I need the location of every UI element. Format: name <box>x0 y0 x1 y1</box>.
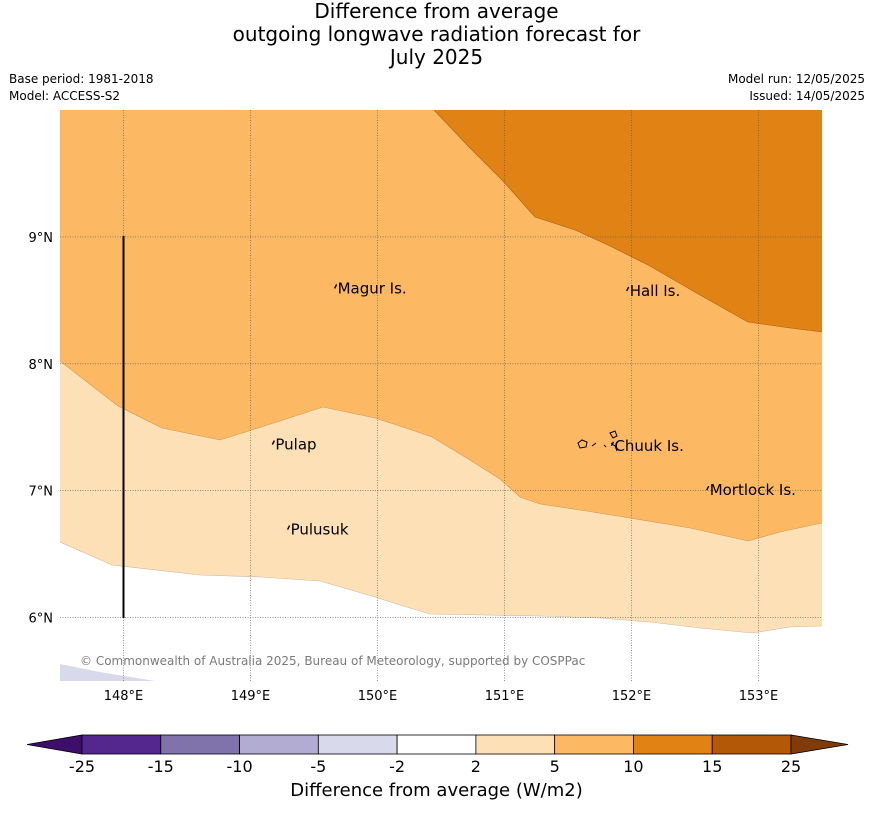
island-label: Chuuk Is. <box>614 437 683 455</box>
colorbar-tick-label: -15 <box>148 757 174 776</box>
island-outline <box>271 440 275 445</box>
contour-edge-light <box>60 541 822 634</box>
colorbar-segment <box>160 734 240 755</box>
meta-left: Base period: 1981-2018 Model: ACCESS-S2 <box>9 71 154 105</box>
colorbar-segment <box>633 734 713 755</box>
island-marker: Mortlock Is. <box>706 481 796 499</box>
chart-title: Difference from average outgoing longwav… <box>0 0 873 69</box>
island-label: Magur Is. <box>338 279 407 297</box>
colorbar-segment <box>81 734 162 755</box>
lat-tick-label: 7°N <box>29 485 54 500</box>
island-marker: Pulap <box>271 436 317 454</box>
field-below-minus-2 <box>60 664 155 681</box>
colorbar-segment <box>554 734 634 755</box>
island-outline <box>626 286 630 292</box>
island-marker: Chuuk Is. <box>610 437 684 455</box>
island-label: Pulusuk <box>291 521 349 539</box>
base-period: Base period: 1981-2018 <box>9 72 154 86</box>
island-label: Pulap <box>275 436 316 454</box>
colorbar: -25 -15 -10 -5 -2 2 5 10 15 25 <box>26 734 849 776</box>
contour-edge-dark <box>433 110 822 333</box>
meta-right: Model run: 12/05/2025 Issued: 14/05/2025 <box>728 71 865 105</box>
copyright-text: © Commonwealth of Australia 2025, Bureau… <box>80 654 585 668</box>
colorbar-extend-high <box>790 734 849 755</box>
title-line-2: outgoing longwave radiation forecast for <box>232 22 641 46</box>
map-panel: Magur Is. Hall Is. Pulap Chuuk Is. Mortlock … <box>29 110 822 704</box>
colorbar-tick-label: 10 <box>623 757 643 776</box>
colorbar-tick-label: -25 <box>69 757 95 776</box>
island-outline <box>706 485 710 491</box>
map-fields <box>60 110 822 681</box>
field-10-to-15 <box>434 110 822 332</box>
island-label: Hall Is. <box>630 282 681 300</box>
colorbar-segment <box>317 734 398 755</box>
lat-tick-label: 9°N <box>29 231 54 246</box>
colorbar-label: Difference from average (W/m2) <box>290 780 583 801</box>
colorbar-segment <box>475 734 556 755</box>
lon-tick-label: 148°E <box>104 689 144 704</box>
island-outline <box>333 284 338 289</box>
colorbar-extend-low <box>26 734 83 755</box>
issued-date: Issued: 14/05/2025 <box>749 89 865 103</box>
colorbar-tick-label: 15 <box>702 757 722 776</box>
colorbar-segment <box>396 734 477 755</box>
colorbar-segment <box>239 734 319 755</box>
chuuk-lagoon-outline <box>577 430 618 452</box>
island-outline <box>286 525 291 530</box>
colorbar-segment <box>711 734 792 755</box>
colorbar-tick-label: 25 <box>781 757 801 776</box>
island-labels: Magur Is. Hall Is. Pulap Chuuk Is. Mortlock … <box>271 279 796 539</box>
island-label: Mortlock Is. <box>710 481 796 499</box>
colorbar-tick-label: -5 <box>310 757 326 776</box>
colorbar-tick-label: 5 <box>550 757 560 776</box>
model-run: Model run: 12/05/2025 <box>727 72 865 86</box>
model-name: Model: ACCESS-S2 <box>9 89 121 103</box>
lat-tick-label: 6°N <box>29 612 54 627</box>
lon-tick-label: 151°E <box>485 689 525 704</box>
lon-tick-label: 149°E <box>231 689 271 704</box>
title-line-3: July 2025 <box>389 45 484 69</box>
colorbar-tick-label: 2 <box>471 757 481 776</box>
lon-tick-label: 152°E <box>612 689 652 704</box>
axis-tick-labels: 148°E 149°E 150°E 151°E 152°E 153°E 6°N 7°N 8°N 9… <box>29 231 779 704</box>
colorbar-tick-label: -2 <box>389 757 405 776</box>
lat-tick-label: 8°N <box>29 358 54 373</box>
colorbar-tick-label: -10 <box>226 757 252 776</box>
lon-tick-label: 153°E <box>739 689 779 704</box>
title-line-1: Difference from average <box>314 0 559 23</box>
island-marker: Magur Is. <box>333 279 407 297</box>
contour-edge-orange <box>60 360 822 542</box>
island-outline <box>610 441 615 447</box>
lon-tick-label: 150°E <box>358 689 398 704</box>
island-marker: Pulusuk <box>286 521 349 539</box>
island-marker: Hall Is. <box>626 282 681 300</box>
